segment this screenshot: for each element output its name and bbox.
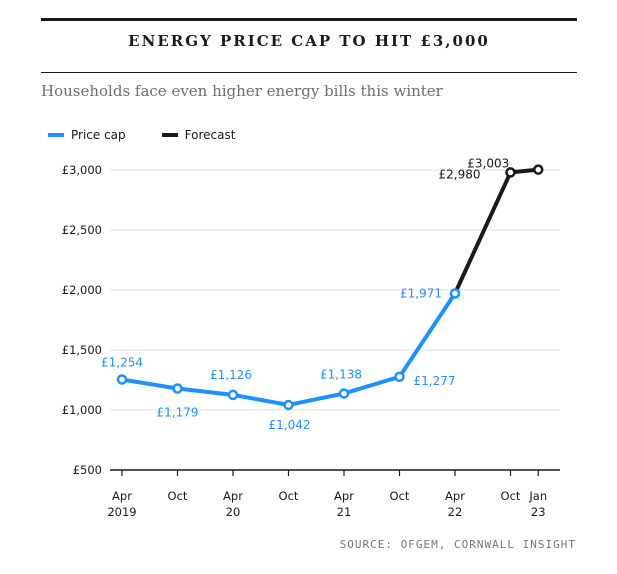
- data-point: [449, 288, 461, 299]
- y-tick-label: £1,500: [62, 343, 102, 357]
- x-tick-label: Oct: [390, 489, 410, 503]
- y-tick-label: £500: [73, 463, 102, 477]
- data-label: £1,179: [157, 406, 199, 420]
- data-label: £1,277: [414, 374, 456, 388]
- data-point: [116, 374, 128, 385]
- x-tick-label-year: 22: [448, 505, 463, 519]
- x-tick-label-year: 21: [337, 505, 352, 519]
- y-tick-label: £2,500: [62, 223, 102, 237]
- x-tick-label: Apr: [112, 489, 132, 503]
- legend-item-forecast: Forecast: [161, 128, 236, 142]
- top-rule: [41, 18, 577, 21]
- x-tick-label-year: 2019: [107, 505, 136, 519]
- x-tick-label: Jan: [528, 489, 547, 503]
- chart-subtitle: Households face even higher energy bills…: [41, 82, 443, 100]
- data-label: £1,138: [320, 367, 362, 381]
- x-tick-label: Apr: [445, 489, 465, 503]
- data-point: [394, 371, 405, 383]
- data-point: [338, 388, 350, 399]
- y-tick-label: £1,000: [62, 403, 102, 417]
- legend-swatch-price-cap: [48, 133, 64, 137]
- title-rule: [41, 72, 577, 73]
- data-point: [227, 389, 239, 401]
- x-tick-label: Oct: [501, 489, 521, 503]
- chart-title: ENERGY PRICE CAP TO HIT £3,000: [128, 32, 490, 50]
- data-label: £1,971: [400, 286, 442, 300]
- data-label: £1,126: [210, 368, 252, 382]
- data-point: [505, 167, 516, 178]
- data-point: [533, 164, 544, 175]
- x-tick-label: Apr: [223, 489, 243, 503]
- x-tick-label: Oct: [168, 489, 188, 503]
- x-tick-label-year: 20: [226, 505, 241, 519]
- x-tick-label: Oct: [279, 489, 299, 503]
- legend: Price cap Forecast: [48, 128, 271, 142]
- x-tick-label-year: 23: [531, 505, 546, 519]
- y-tick-label: £2,000: [62, 283, 102, 297]
- data-label: £2,980: [439, 167, 481, 181]
- x-tick-label: Apr: [334, 489, 354, 503]
- series-line-forecast: [453, 167, 541, 296]
- data-label: £3,003: [467, 157, 509, 171]
- data-point: [283, 399, 294, 411]
- data-label: £1,042: [269, 418, 311, 432]
- y-tick-label: £3,000: [62, 163, 102, 177]
- data-label: £1,254: [101, 356, 143, 370]
- source-note: SOURCE: OFGEM, CORNWALL INSIGHT: [339, 538, 576, 551]
- data-point: [172, 383, 183, 394]
- legend-label-forecast: Forecast: [184, 128, 236, 142]
- series-line-price-cap: [120, 291, 457, 407]
- legend-item-price-cap: Price cap: [48, 128, 126, 142]
- legend-swatch-forecast: [161, 133, 178, 137]
- legend-label-price-cap: Price cap: [71, 128, 126, 142]
